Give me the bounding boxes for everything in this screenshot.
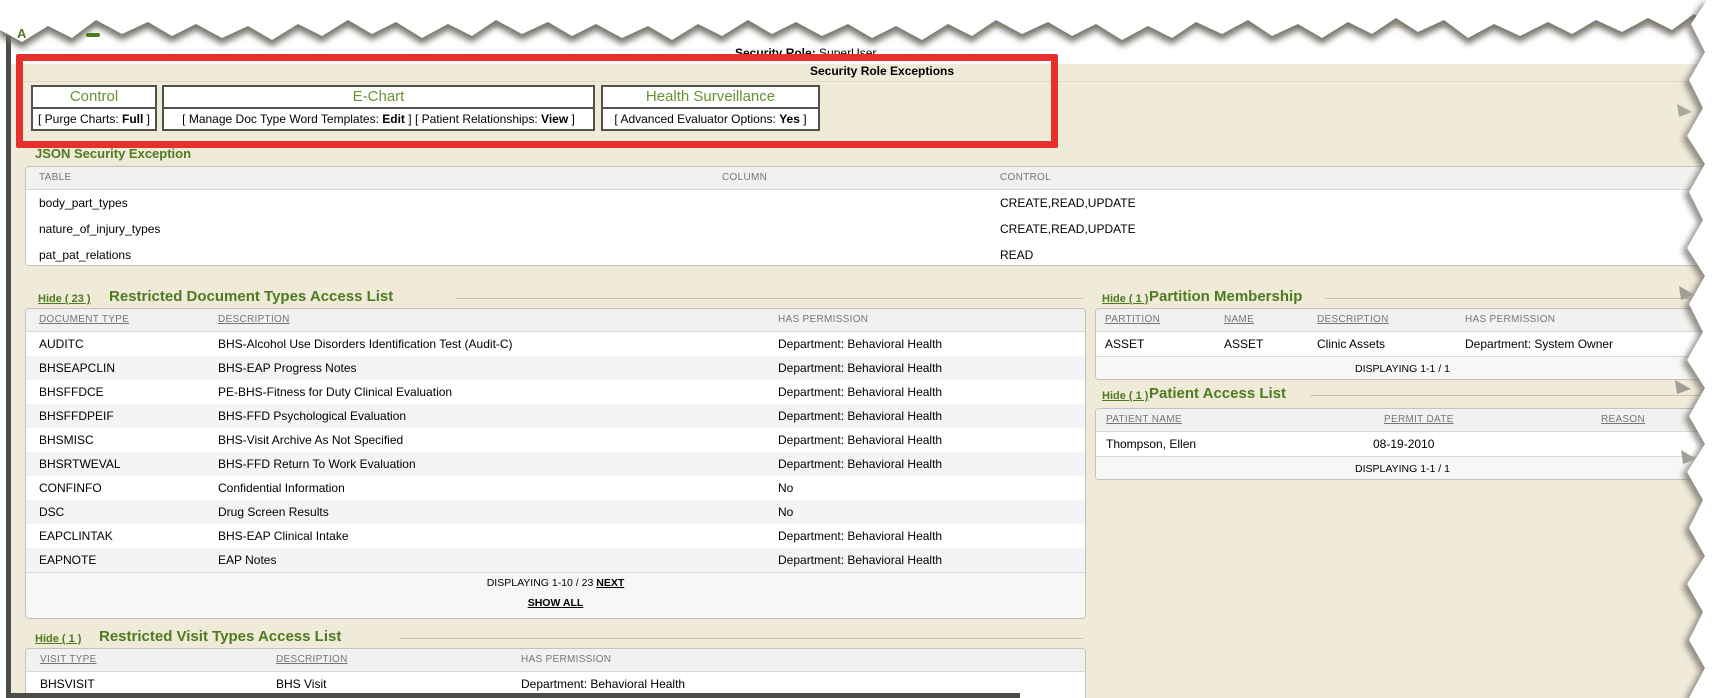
section-rule: [1310, 395, 1707, 396]
section-rule: [1325, 298, 1707, 299]
partition-header-row: PARTITION NAME DESCRIPTION HAS PERMISSIO…: [1096, 309, 1709, 332]
table-row: BHSFFDPEIF BHS-FFD Psychological Evaluat…: [26, 404, 1085, 428]
permission-box-entries: [ Manage Doc Type Word Templates: Edit ]…: [182, 112, 575, 126]
torn-text-fragment-mark: [86, 33, 100, 37]
table-row: BHSEAPCLIN BHS-EAP Progress Notes Depart…: [26, 356, 1085, 380]
table-row: DSC Drug Screen Results No: [26, 500, 1085, 524]
table-row: AUDITC BHS-Alcohol Use Disorders Identif…: [26, 332, 1085, 356]
column-header-description[interactable]: DESCRIPTION: [276, 654, 348, 665]
column-header-visit-type[interactable]: VISIT TYPE: [40, 654, 97, 665]
torn-text-fragment: A: [17, 26, 27, 41]
table-row: BHSRTWEVAL BHS-FFD Return To Work Evalua…: [26, 452, 1085, 476]
json-security-exception-panel: TABLE COLUMN CONTROL body_part_types CRE…: [25, 166, 1710, 266]
column-header-document-type[interactable]: DOCUMENT TYPE: [39, 314, 130, 325]
column-header-control: CONTROL: [1000, 172, 1051, 183]
band-divider: [20, 81, 1708, 82]
table-row: ASSET ASSET Clinic Assets Department: Sy…: [1096, 332, 1709, 356]
patient-access-pager: DISPLAYING 1-1 / 1: [1096, 456, 1709, 479]
permission-box-echart: E-Chart [ Manage Doc Type Word Templates…: [162, 85, 595, 131]
column-header-column: COLUMN: [722, 172, 768, 183]
permission-box-title: E-Chart: [164, 87, 593, 109]
column-header-permit-date[interactable]: PERMIT DATE: [1384, 414, 1454, 425]
permission-label: Manage Doc Type Word Templates:: [188, 112, 383, 126]
column-header-description[interactable]: DESCRIPTION: [218, 314, 290, 325]
permission-box-title: Health Surveillance: [603, 87, 818, 109]
column-header-reason[interactable]: REASON: [1601, 414, 1646, 425]
visit-types-header-row: VISIT TYPE DESCRIPTION HAS PERMISSION: [26, 649, 1085, 672]
table-row: Thompson, Ellen 08-19-2010: [1096, 432, 1709, 456]
permission-label: Patient Relationships:: [421, 112, 542, 126]
table-row: pat_pat_relations READ: [26, 242, 1709, 265]
restricted-visit-types-panel: VISIT TYPE DESCRIPTION HAS PERMISSION BH…: [25, 648, 1086, 698]
permission-label: Advanced Evaluator Options:: [620, 112, 780, 126]
table-row: body_part_types CREATE,READ,UPDATE: [26, 190, 1709, 216]
patient-access-list-title: Patient Access List: [1149, 385, 1286, 402]
displaying-text: DISPLAYING 1-1 / 1: [1355, 363, 1450, 375]
document-types-header-row: DOCUMENT TYPE DESCRIPTION HAS PERMISSION: [26, 309, 1085, 332]
section-rule: [400, 638, 1083, 639]
column-header-table: TABLE: [39, 172, 72, 183]
partition-membership-panel: PARTITION NAME DESCRIPTION HAS PERMISSIO…: [1095, 308, 1710, 380]
permission-box-entries: [ Purge Charts: Full ]: [37, 112, 151, 126]
column-header-has-permission: HAS PERMISSION: [521, 654, 612, 665]
column-header-name[interactable]: NAME: [1224, 314, 1255, 325]
hide-link-visit-types[interactable]: Hide ( 1 ): [35, 633, 82, 645]
table-row: EAPCLINTAK BHS-EAP Clinical Intake Depar…: [26, 524, 1085, 548]
table-row: CONFINFO Confidential Information No: [26, 476, 1085, 500]
json-security-exception-title: JSON Security Exception: [35, 146, 192, 161]
table-row: nature_of_injury_types CREATE,READ,UPDAT…: [26, 216, 1709, 242]
show-all-link[interactable]: SHOW ALL: [527, 597, 584, 609]
table-row: BHSVISIT BHS Visit Department: Behaviora…: [26, 672, 1085, 696]
permission-value: View: [541, 112, 569, 126]
displaying-text: DISPLAYING 1-1 / 1: [1355, 463, 1450, 475]
displaying-text: DISPLAYING 1-10 / 23: [486, 577, 597, 589]
screenshot-border-bottom: [6, 693, 1020, 698]
hide-link-patient-access[interactable]: Hide ( 1 ): [1102, 390, 1149, 402]
permission-value: Full: [122, 112, 144, 126]
screenshot-border-left: [6, 12, 11, 698]
partition-membership-title: Partition Membership: [1149, 288, 1303, 305]
json-security-header-row: TABLE COLUMN CONTROL: [26, 167, 1709, 190]
table-row: BHSMISC BHS-Visit Archive As Not Specifi…: [26, 428, 1085, 452]
column-header-has-permission: HAS PERMISSION: [1465, 314, 1556, 325]
column-header-patient-name[interactable]: PATIENT NAME: [1106, 414, 1182, 425]
partition-pager: DISPLAYING 1-1 / 1: [1096, 356, 1709, 379]
permission-box-control: Control [ Purge Charts: Full ]: [31, 85, 157, 131]
permission-box-title: Control: [33, 87, 155, 109]
permission-value: Edit: [382, 112, 405, 126]
permission-label: Purge Charts:: [44, 112, 123, 126]
permission-box-health-surveillance: Health Surveillance [ Advanced Evaluator…: [601, 85, 820, 131]
next-page-link[interactable]: NEXT: [596, 577, 625, 589]
hide-link-partition-membership[interactable]: Hide ( 1 ): [1102, 293, 1149, 305]
permission-value: Yes: [779, 112, 800, 126]
column-header-partition[interactable]: PARTITION: [1105, 314, 1161, 325]
permission-box-entries: [ Advanced Evaluator Options: Yes ]: [614, 112, 807, 126]
hide-link-document-types[interactable]: Hide ( 23 ): [38, 293, 91, 305]
table-row: EAPNOTE EAP Notes Department: Behavioral…: [26, 548, 1085, 572]
column-header-description[interactable]: DESCRIPTION: [1317, 314, 1389, 325]
table-row: BHSFFDCE PE-BHS-Fitness for Duty Clinica…: [26, 380, 1085, 404]
restricted-document-types-panel: DOCUMENT TYPE DESCRIPTION HAS PERMISSION…: [25, 308, 1086, 619]
security-role-exceptions-title: Security Role Exceptions: [810, 64, 955, 78]
section-rule: [455, 298, 1083, 299]
annotation-highlight-box: [16, 54, 1058, 148]
patient-access-list-panel: PATIENT NAME PERMIT DATE REASON Thompson…: [1095, 408, 1710, 480]
restricted-document-types-title: Restricted Document Types Access List: [109, 288, 394, 305]
patient-access-header-row: PATIENT NAME PERMIT DATE REASON: [1096, 409, 1709, 432]
restricted-visit-types-title: Restricted Visit Types Access List: [99, 628, 342, 645]
column-header-has-permission: HAS PERMISSION: [778, 314, 869, 325]
document-types-pager: DISPLAYING 1-10 / 23 NEXT SHOW ALL: [26, 572, 1085, 618]
